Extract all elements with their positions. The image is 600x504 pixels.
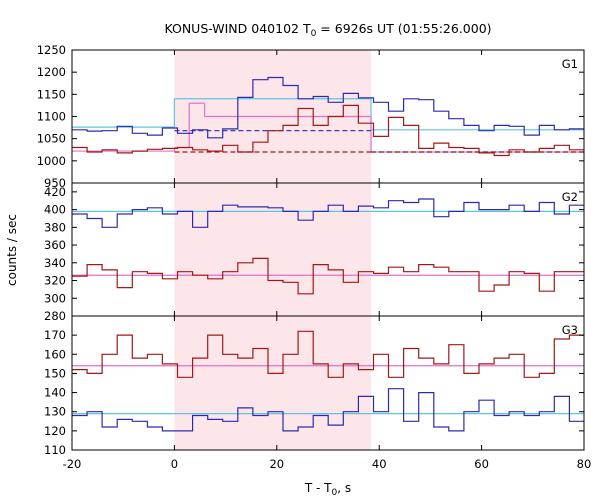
panel-G2-ytick-label: 340 [44,256,66,270]
panel-G2-ytick-label: 320 [44,274,66,288]
plot-layer: 950100010501100115012001250G128030032034… [37,43,592,471]
panel-G1-ytick-label: 1000 [37,154,66,168]
x-tick-label: 20 [269,457,284,471]
panel-G3-ytick-label: 170 [44,328,66,342]
panel-label-G1: G1 [562,57,578,71]
panel-G1-ytick-label: 1200 [37,65,66,79]
x-tick-label: 40 [372,457,387,471]
panel-G3-ytick-label: 110 [44,443,66,457]
panel-G3-ytick-label: 130 [44,405,66,419]
shaded-interval [174,50,372,450]
panel-G2-ytick-label: 400 [44,203,66,217]
y-axis-label: counts / sec [5,214,19,286]
panel-G2-ytick-label: 280 [44,309,66,323]
x-tick-label: 0 [171,457,178,471]
panel-G1-ytick-label: 1050 [37,132,66,146]
panel-G2-ytick-label: 420 [44,185,66,199]
panel-G1-series-red [72,104,584,157]
x-tick-label: 80 [577,457,592,471]
panel-G1-ytick-label: 1100 [37,110,66,124]
panel-G1-ytick-label: 1250 [37,43,66,57]
panel-G2-ytick-label: 380 [44,220,66,234]
panel-G3-ytick-label: 150 [44,366,66,380]
x-axis-label: T - T0, s [304,481,351,498]
panel-G3-ytick-label: 140 [44,386,66,400]
panel-G1-ytick-label: 1150 [37,87,66,101]
panel-G2-ytick-label: 360 [44,238,66,252]
panel-label-G2: G2 [562,190,578,204]
panel-G3-series-red [72,330,584,378]
panel-G3-ytick-label: 120 [44,424,66,438]
x-tick-label: 60 [474,457,489,471]
chart-title: KONUS-WIND 040102 T0 = 6926s UT (01:55:2… [164,21,491,39]
panel-G2-series-blue [72,198,584,228]
panel-G3-series-blue [72,388,584,432]
x-tick-label: -20 [63,457,82,471]
panel-G2-ytick-label: 300 [44,291,66,305]
panel-G3-frame [71,315,585,451]
panel-G1-series-blue [72,76,584,139]
panel-G2-series-red [72,257,584,295]
panel-G3-ytick-label: 160 [44,347,66,361]
panel-label-G3: G3 [562,323,578,337]
panel-G1-ytick-label: 950 [44,176,66,190]
